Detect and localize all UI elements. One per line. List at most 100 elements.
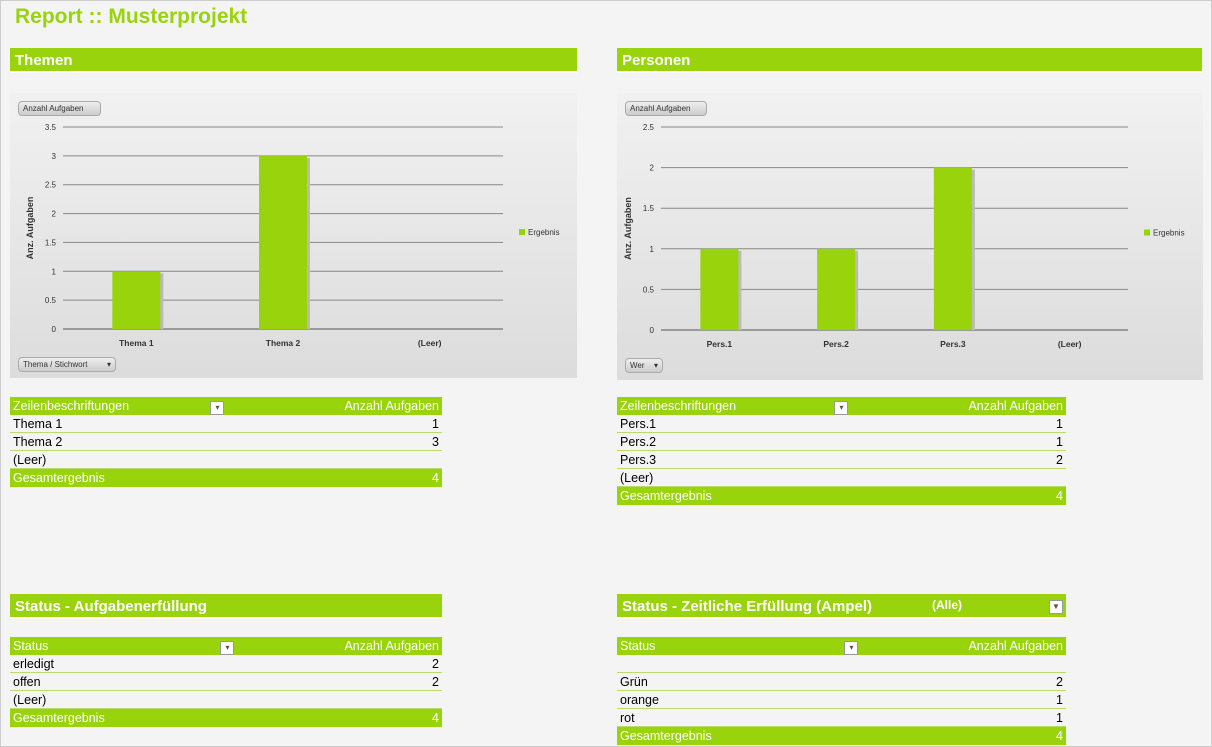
x-tick-label: Pers.1: [707, 339, 733, 349]
y-tick-label: 0.5: [643, 285, 655, 294]
pivot-table-ampel: Status ▾ Anzahl Aufgaben Grün 2 orange 1 rot 1 Ge…: [617, 637, 1066, 745]
table-row[interactable]: [617, 655, 1066, 673]
table-row[interactable]: rot 1: [617, 709, 1066, 727]
row-label-header: Status: [620, 639, 656, 653]
row-label: offen: [13, 675, 41, 689]
table-row[interactable]: (Leer): [617, 469, 1066, 487]
ampel-title: Status - Zeitliche Erfüllung (Ampel): [622, 598, 873, 615]
table-header: Zeilenbeschriftungen ▾ Anzahl Aufgaben: [10, 397, 442, 415]
dropdown-arrow-icon: ▾: [106, 360, 111, 369]
y-tick-label: 0: [52, 325, 57, 334]
ampel-filter-value: (Alle): [932, 598, 962, 612]
y-tick-label: 2.5: [643, 123, 655, 132]
row-value: 2: [432, 657, 439, 671]
y-tick-label: 2: [650, 164, 655, 173]
y-tick-label: 3.5: [45, 123, 57, 132]
axis-field-label: Wer: [630, 361, 645, 370]
dropdown-arrow-icon: ▾: [653, 361, 658, 370]
filter-sort-icon[interactable]: ▾: [220, 641, 235, 655]
table-header: Status ▾ Anzahl Aufgaben: [10, 637, 442, 655]
table-row[interactable]: Thema 2 3: [10, 433, 442, 451]
row-label-header: Status: [13, 639, 49, 653]
legend-swatch: [519, 229, 525, 235]
value-field-button[interactable]: Anzahl Aufgaben: [18, 101, 101, 116]
axis-field-button[interactable]: Wer ▾: [625, 358, 663, 373]
x-tick-label: Pers.2: [823, 339, 849, 349]
filter-dropdown-icon[interactable]: ▼: [1049, 600, 1063, 614]
page-title: Report :: Musterprojekt: [15, 5, 248, 28]
chart-themen: 0 0.5 1 1.5 2 2.5 3 3.5 Thema 1 Thema 2 (Leer) Anz.…: [10, 93, 577, 378]
y-axis-label: Anz. Aufgaben: [25, 197, 35, 260]
axis-field-label: Thema / Stichwort: [23, 360, 88, 369]
table-row[interactable]: Pers.1 1: [617, 415, 1066, 433]
legend-label: Ergebnis: [1153, 229, 1185, 238]
x-tick-label: (Leer): [418, 338, 442, 348]
table-row[interactable]: (Leer): [10, 451, 442, 469]
row-label-header: Zeilenbeschriftungen: [13, 399, 130, 413]
value-field-button[interactable]: Anzahl Aufgaben: [625, 101, 707, 116]
bar: [112, 271, 161, 329]
section-themen: Themen: [10, 48, 577, 73]
row-label: (Leer): [13, 693, 47, 707]
row-label: Pers.1: [620, 417, 657, 431]
chart-svg: 0 0.5 1 1.5 2 2.5 3 3.5 Thema 1 Thema 2 (Leer) Anz.…: [25, 123, 560, 348]
pivot-table-themen: Zeilenbeschriftungen ▾ Anzahl Aufgaben Them…: [10, 397, 442, 487]
x-tick-label: Pers.3: [940, 339, 966, 349]
row-value: 3: [432, 435, 439, 449]
legend-swatch: [1144, 229, 1150, 236]
table-row[interactable]: Pers.2 1: [617, 433, 1066, 451]
row-value: 1: [1056, 417, 1063, 431]
total-row: Gesamtergebnis 4: [617, 487, 1066, 505]
total-label: Gesamtergebnis: [13, 711, 105, 725]
y-tick-label: 1: [650, 245, 655, 254]
total-label: Gesamtergebnis: [620, 489, 712, 503]
filter-sort-icon[interactable]: ▾: [844, 641, 859, 655]
total-label: Gesamtergebnis: [620, 729, 712, 743]
section-status: Status - Aufgabenerfüllung: [10, 594, 442, 619]
chart-personen: 0 0.5 1 1.5 2 2.5 Pers.1 Pers.2 Pers.3 (Leer) Anz.…: [617, 93, 1203, 380]
table-row[interactable]: offen 2: [10, 673, 442, 691]
row-label: (Leer): [13, 453, 47, 467]
y-tick-label: 0.5: [45, 296, 57, 305]
x-tick-label: Thema 1: [119, 338, 154, 348]
y-tick-label: 2: [52, 210, 57, 219]
table-row[interactable]: erledigt 2: [10, 655, 442, 673]
row-value: 2: [1056, 675, 1063, 689]
row-label: (Leer): [620, 471, 654, 485]
row-label: Thema 2: [13, 435, 63, 449]
total-value: 4: [1056, 489, 1063, 503]
row-label-header: Zeilenbeschriftungen: [620, 399, 737, 413]
row-label: Thema 1: [13, 417, 63, 431]
value-header: Anzahl Aufgaben: [344, 639, 439, 653]
filter-sort-icon[interactable]: ▾: [834, 401, 849, 415]
y-tick-label: 1: [52, 267, 57, 276]
bar: [933, 167, 972, 330]
row-value: 2: [1056, 453, 1063, 467]
row-value: 2: [432, 675, 439, 689]
total-label: Gesamtergebnis: [13, 471, 105, 485]
table-header: Zeilenbeschriftungen ▾ Anzahl Aufgaben: [617, 397, 1066, 415]
table-row[interactable]: orange 1: [617, 691, 1066, 709]
table-row[interactable]: Grün 2: [617, 673, 1066, 691]
axis-field-button[interactable]: Thema / Stichwort ▾: [18, 357, 116, 372]
total-row: Gesamtergebnis 4: [617, 727, 1066, 745]
table-row[interactable]: Pers.3 2: [617, 451, 1066, 469]
value-header: Anzahl Aufgaben: [344, 399, 439, 413]
row-label: rot: [620, 711, 635, 725]
row-label: orange: [620, 693, 659, 707]
chart-svg: 0 0.5 1 1.5 2 2.5 Pers.1 Pers.2 Pers.3 (Leer) Anz.…: [623, 123, 1185, 349]
x-tick-label: Thema 2: [266, 338, 301, 348]
row-value: 1: [432, 417, 439, 431]
legend-label: Ergebnis: [528, 228, 560, 237]
filter-sort-icon[interactable]: ▾: [210, 401, 225, 415]
y-tick-label: 2.5: [45, 181, 57, 190]
section-personen: Personen: [617, 48, 1202, 73]
y-tick-label: 3: [52, 152, 57, 161]
table-row[interactable]: Thema 1 1: [10, 415, 442, 433]
row-label: Pers.2: [620, 435, 657, 449]
section-ampel: Status - Zeitliche Erfüllung (Ampel) (Al…: [617, 594, 1066, 619]
total-value: 4: [1056, 729, 1063, 743]
table-row[interactable]: (Leer): [10, 691, 442, 709]
bar: [700, 248, 739, 330]
value-header: Anzahl Aufgaben: [968, 639, 1063, 653]
